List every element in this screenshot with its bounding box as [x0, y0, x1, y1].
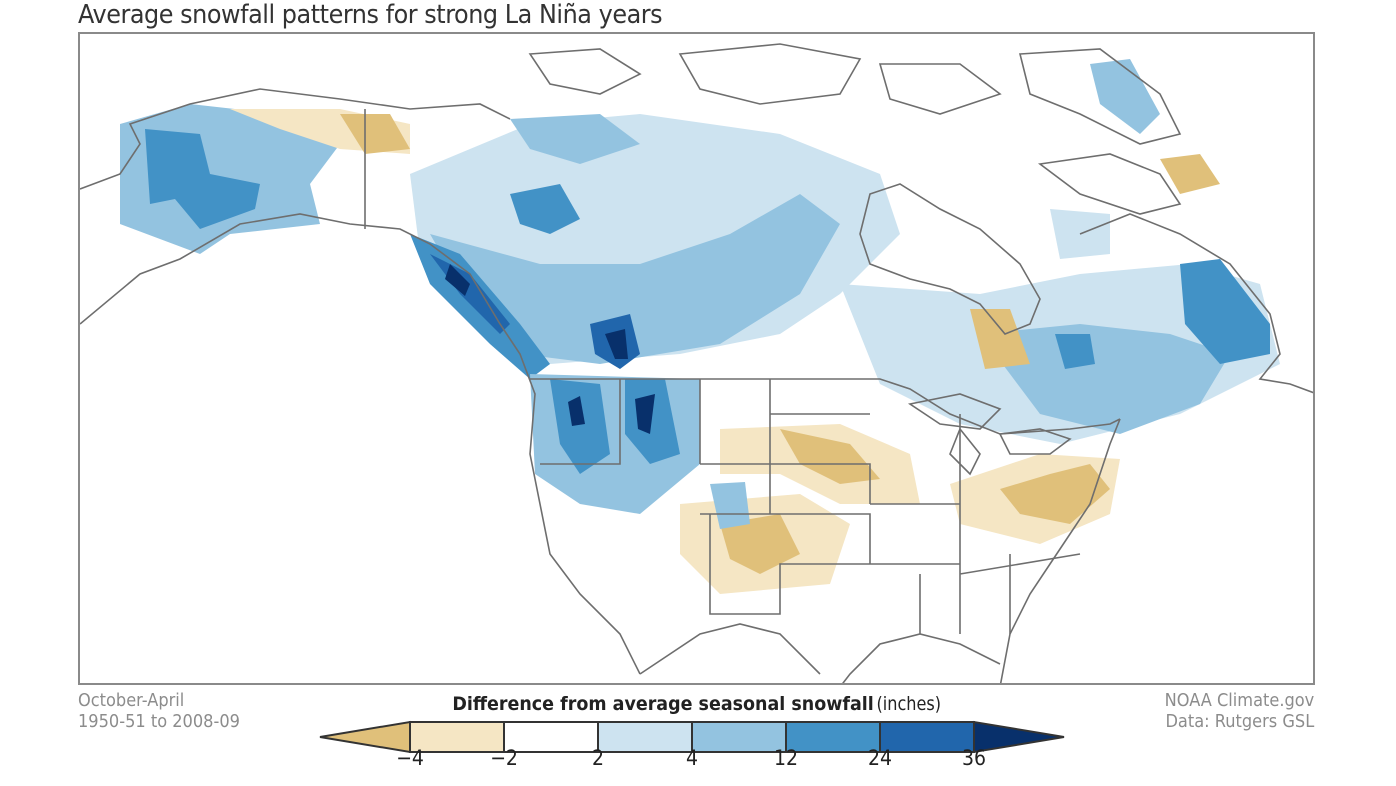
legend-tick-label: −4: [396, 746, 424, 770]
legend-title-main: Difference from average seasonal snowfal…: [452, 693, 874, 715]
legend-tick-label: 36: [961, 746, 987, 770]
us-state-borders: [540, 379, 1081, 634]
fill-midatlantic-darktan: [1000, 464, 1110, 524]
years-label: 1950-51 to 2008-09: [78, 711, 240, 732]
fill-nwt-mid: [510, 114, 640, 164]
fill-nwt-blue: [510, 184, 580, 234]
fill-quebec-mid: [980, 324, 1230, 434]
legend-tick-label: −2: [490, 746, 518, 770]
legend-tick-label: 12: [773, 746, 799, 770]
credit-label: NOAA Climate.gov: [1164, 690, 1314, 711]
fill-pnw-blue: [550, 379, 610, 474]
fill-bc-darkest: [445, 264, 470, 296]
legend-title: Difference from average seasonal snowfal…: [0, 693, 1396, 715]
coastline-gulf: [639, 623, 1001, 683]
map-panel: [78, 32, 1315, 685]
color-legend: [319, 720, 1065, 754]
map-title: Average snowfall patterns for strong La …: [78, 0, 663, 30]
coastline-alaska: [80, 88, 641, 675]
legend-ticks: −4 −2 2 4 12 24 36: [0, 746, 1396, 776]
fill-bc-interior-darkest: [605, 329, 628, 359]
great-lakes: [907, 393, 1072, 476]
fill-colorado-blue: [710, 482, 750, 529]
fill-baffin-tan: [1160, 154, 1220, 194]
source-caption: NOAA Climate.gov Data: Rutgers GSL: [1164, 690, 1314, 732]
border-us-canada: [530, 378, 1121, 435]
legend-tick-label: 24: [867, 746, 893, 770]
coastline-labrador: [1079, 213, 1313, 394]
coastline-hudson-bay: [859, 183, 1041, 335]
legend-title-unit: (inches): [876, 693, 941, 715]
legend-tick-label: 4: [685, 746, 699, 770]
fill-ontario-tan: [970, 309, 1030, 369]
season-label: October-April: [78, 690, 185, 711]
legend-bin: [503, 721, 599, 753]
legend-bin: [597, 721, 693, 753]
coastline-us-east: [999, 418, 1121, 683]
snowfall-anomaly-map: [80, 43, 1313, 683]
fill-canada-mid: [430, 194, 840, 364]
legend-bin-arrow-high: [973, 720, 1065, 754]
fill-labrador-blue: [1180, 259, 1270, 364]
fill-baffin-mid: [1090, 59, 1160, 134]
data-source-label: Data: Rutgers GSL: [1165, 711, 1314, 732]
fill-idaho-darkest: [635, 394, 655, 434]
coastlines-and-borders: [80, 43, 1313, 683]
fill-yukon-dark-tan: [340, 114, 410, 154]
period-caption: October-April 1950-51 to 2008-09: [78, 690, 240, 732]
fill-quebec-blue: [1055, 334, 1095, 369]
coastline-arctic-islands: [528, 43, 1182, 215]
fill-plains-darktan: [780, 429, 880, 484]
legend-tick-label: 2: [591, 746, 605, 770]
fill-southwest-darktan: [720, 514, 800, 574]
legend-bin: [409, 721, 505, 753]
fill-alaska-mid: [145, 129, 260, 229]
fill-pnw-darkest: [568, 396, 585, 426]
